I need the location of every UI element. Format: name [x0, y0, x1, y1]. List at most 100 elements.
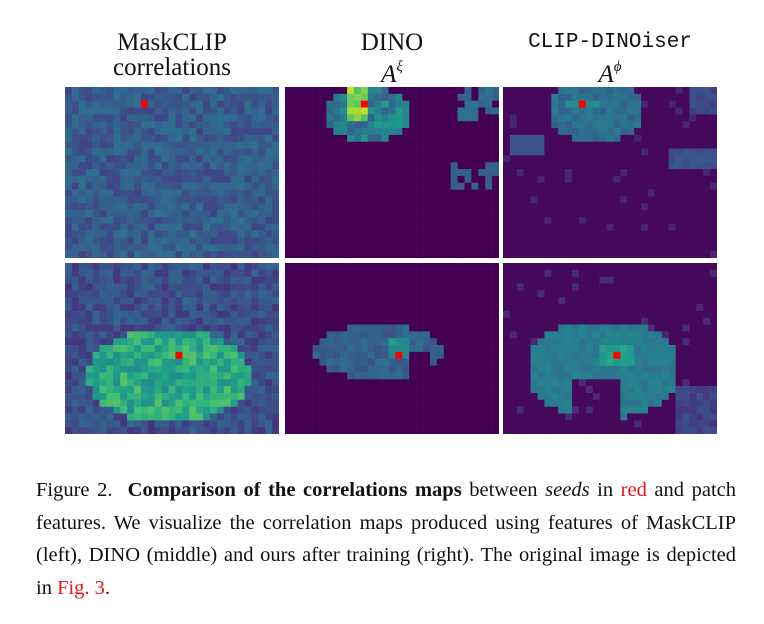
heatmap-cell	[230, 427, 238, 434]
heatmap-cell	[696, 189, 704, 197]
heatmap-cell	[272, 310, 279, 319]
heatmap-cell	[360, 304, 369, 312]
heatmap-cell	[523, 304, 531, 312]
heatmap-cell	[592, 420, 600, 428]
heatmap-cell	[175, 345, 183, 353]
heatmap-cell	[99, 210, 107, 218]
heatmap-cell	[409, 141, 417, 149]
heatmap-cell	[620, 324, 628, 332]
heatmap-cell	[436, 216, 445, 225]
heatmap-cell	[478, 189, 486, 197]
heatmap-cell	[298, 169, 307, 177]
heatmap-cell	[92, 134, 100, 143]
heatmap-cell	[113, 244, 121, 252]
heatmap-cell	[436, 365, 445, 373]
heatmap-cell	[675, 386, 683, 394]
heatmap-cell	[423, 386, 431, 394]
heatmap-cell	[523, 276, 531, 284]
heatmap-cell	[298, 210, 307, 218]
heatmap-cell	[189, 189, 197, 197]
heatmap-cell	[578, 121, 587, 129]
heatmap-cell	[606, 413, 614, 421]
heatmap-cell	[641, 210, 649, 218]
heatmap-cell	[565, 114, 573, 122]
heatmap-cell	[544, 134, 552, 143]
heatmap-cell	[154, 269, 162, 277]
heatmap-cell	[641, 237, 649, 245]
heatmap-cell	[99, 290, 107, 298]
heatmap-cell	[606, 237, 614, 245]
heatmap-cell	[592, 189, 600, 197]
heatmap-cell	[319, 210, 327, 218]
heatmap-cell	[668, 189, 676, 197]
heatmap-cell	[251, 263, 259, 271]
heatmap-cell	[99, 358, 107, 366]
heatmap-cell	[285, 148, 293, 156]
heatmap-cell	[675, 276, 683, 284]
heatmap-cell	[485, 317, 493, 325]
heatmap-cell	[272, 324, 279, 332]
heatmap-cell	[558, 175, 566, 184]
heatmap-cell	[613, 216, 621, 225]
heatmap-cell	[641, 392, 649, 401]
heatmap-cell	[251, 128, 259, 136]
heatmap-cell	[416, 310, 424, 319]
heatmap-cell	[478, 148, 486, 156]
heatmap-cell	[209, 324, 218, 332]
heatmap-cell	[196, 372, 204, 380]
heatmap-cell	[703, 331, 711, 339]
heatmap-cell	[620, 269, 628, 277]
heatmap-cell	[381, 365, 389, 373]
heatmap-cell	[154, 93, 162, 101]
heatmap-cell	[265, 141, 273, 149]
heatmap-cell	[654, 251, 663, 258]
heatmap-cell	[485, 392, 493, 401]
heatmap-cell	[592, 196, 600, 204]
heatmap-cell	[689, 162, 697, 170]
heatmap-cell	[340, 331, 348, 339]
heatmap-cell	[647, 324, 656, 332]
heatmap-cell	[285, 345, 293, 353]
heatmap-cell	[65, 310, 73, 319]
heatmap-cell	[223, 276, 231, 284]
heatmap-cell	[285, 203, 293, 211]
heatmap-cell	[127, 87, 135, 95]
heatmap-cell	[578, 148, 587, 156]
heatmap-cell	[654, 331, 663, 339]
heatmap-cell	[627, 230, 635, 238]
heatmap-cell	[634, 216, 642, 225]
heatmap-cell	[120, 210, 128, 218]
heatmap-cell	[189, 358, 197, 366]
heatmap-cell	[457, 379, 465, 387]
heatmap-cell	[223, 155, 231, 163]
heatmap-cell	[450, 427, 458, 434]
heatmap-cell	[436, 310, 445, 319]
heatmap-cell	[585, 263, 594, 271]
heatmap-cell	[312, 223, 320, 231]
heatmap-cell	[182, 230, 190, 238]
heatmap-cell	[464, 338, 472, 346]
heatmap-cell	[258, 324, 266, 332]
heatmap-cell	[154, 216, 162, 225]
heatmap-cell	[223, 365, 231, 373]
heatmap-cell	[127, 182, 135, 190]
heatmap-cell	[203, 358, 211, 366]
heatmap-cell	[627, 216, 635, 225]
heatmap-cell	[599, 107, 607, 115]
heatmap-cell	[654, 114, 663, 122]
heatmap-cell	[333, 345, 341, 353]
heatmap-cell	[641, 406, 649, 414]
heatmap-cell	[326, 175, 334, 184]
heatmap-cell	[127, 237, 135, 245]
heatmap-cell	[209, 134, 218, 143]
heatmap-cell	[565, 283, 573, 291]
heatmap-cell	[668, 251, 676, 258]
heatmap-cell	[203, 134, 211, 143]
heatmap-cell	[395, 210, 403, 218]
heatmap-cell	[244, 155, 252, 163]
heatmap-cell	[189, 203, 197, 211]
heatmap-cell	[436, 128, 445, 136]
figure-reference-link[interactable]: Fig. 3	[57, 576, 105, 599]
heatmap-cell	[471, 203, 479, 211]
heatmap-cell	[113, 182, 121, 190]
